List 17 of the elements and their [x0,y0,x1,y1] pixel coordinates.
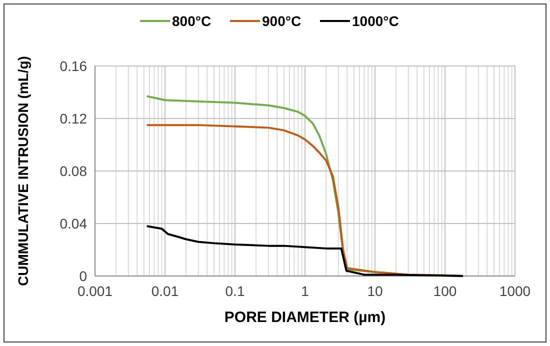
x-tick-label: 0.1 [225,283,245,299]
legend-label: 1000°C [352,13,399,29]
legend-label: 900°C [262,13,302,29]
x-tick-label: 1000 [499,283,531,299]
legend-label: 800°C [172,13,212,29]
y-tick-label: 0.12 [60,110,88,126]
x-tick-label: 10 [367,283,383,299]
y-tick-label: 0.04 [60,216,88,232]
x-tick-label: 0.01 [151,283,179,299]
y-axis-title: CUMMULATIVE INTRUSION (mL/g) [15,56,31,286]
x-tick-label: 100 [433,283,457,299]
x-tick-label: 0.001 [77,283,113,299]
y-tick-label: 0 [79,268,88,284]
x-tick-label: 1 [301,283,310,299]
y-tick-label: 0.16 [60,58,88,74]
y-tick-label: 0.08 [60,163,88,179]
x-axis-title: PORE DIAMETER (µm) [224,309,386,326]
